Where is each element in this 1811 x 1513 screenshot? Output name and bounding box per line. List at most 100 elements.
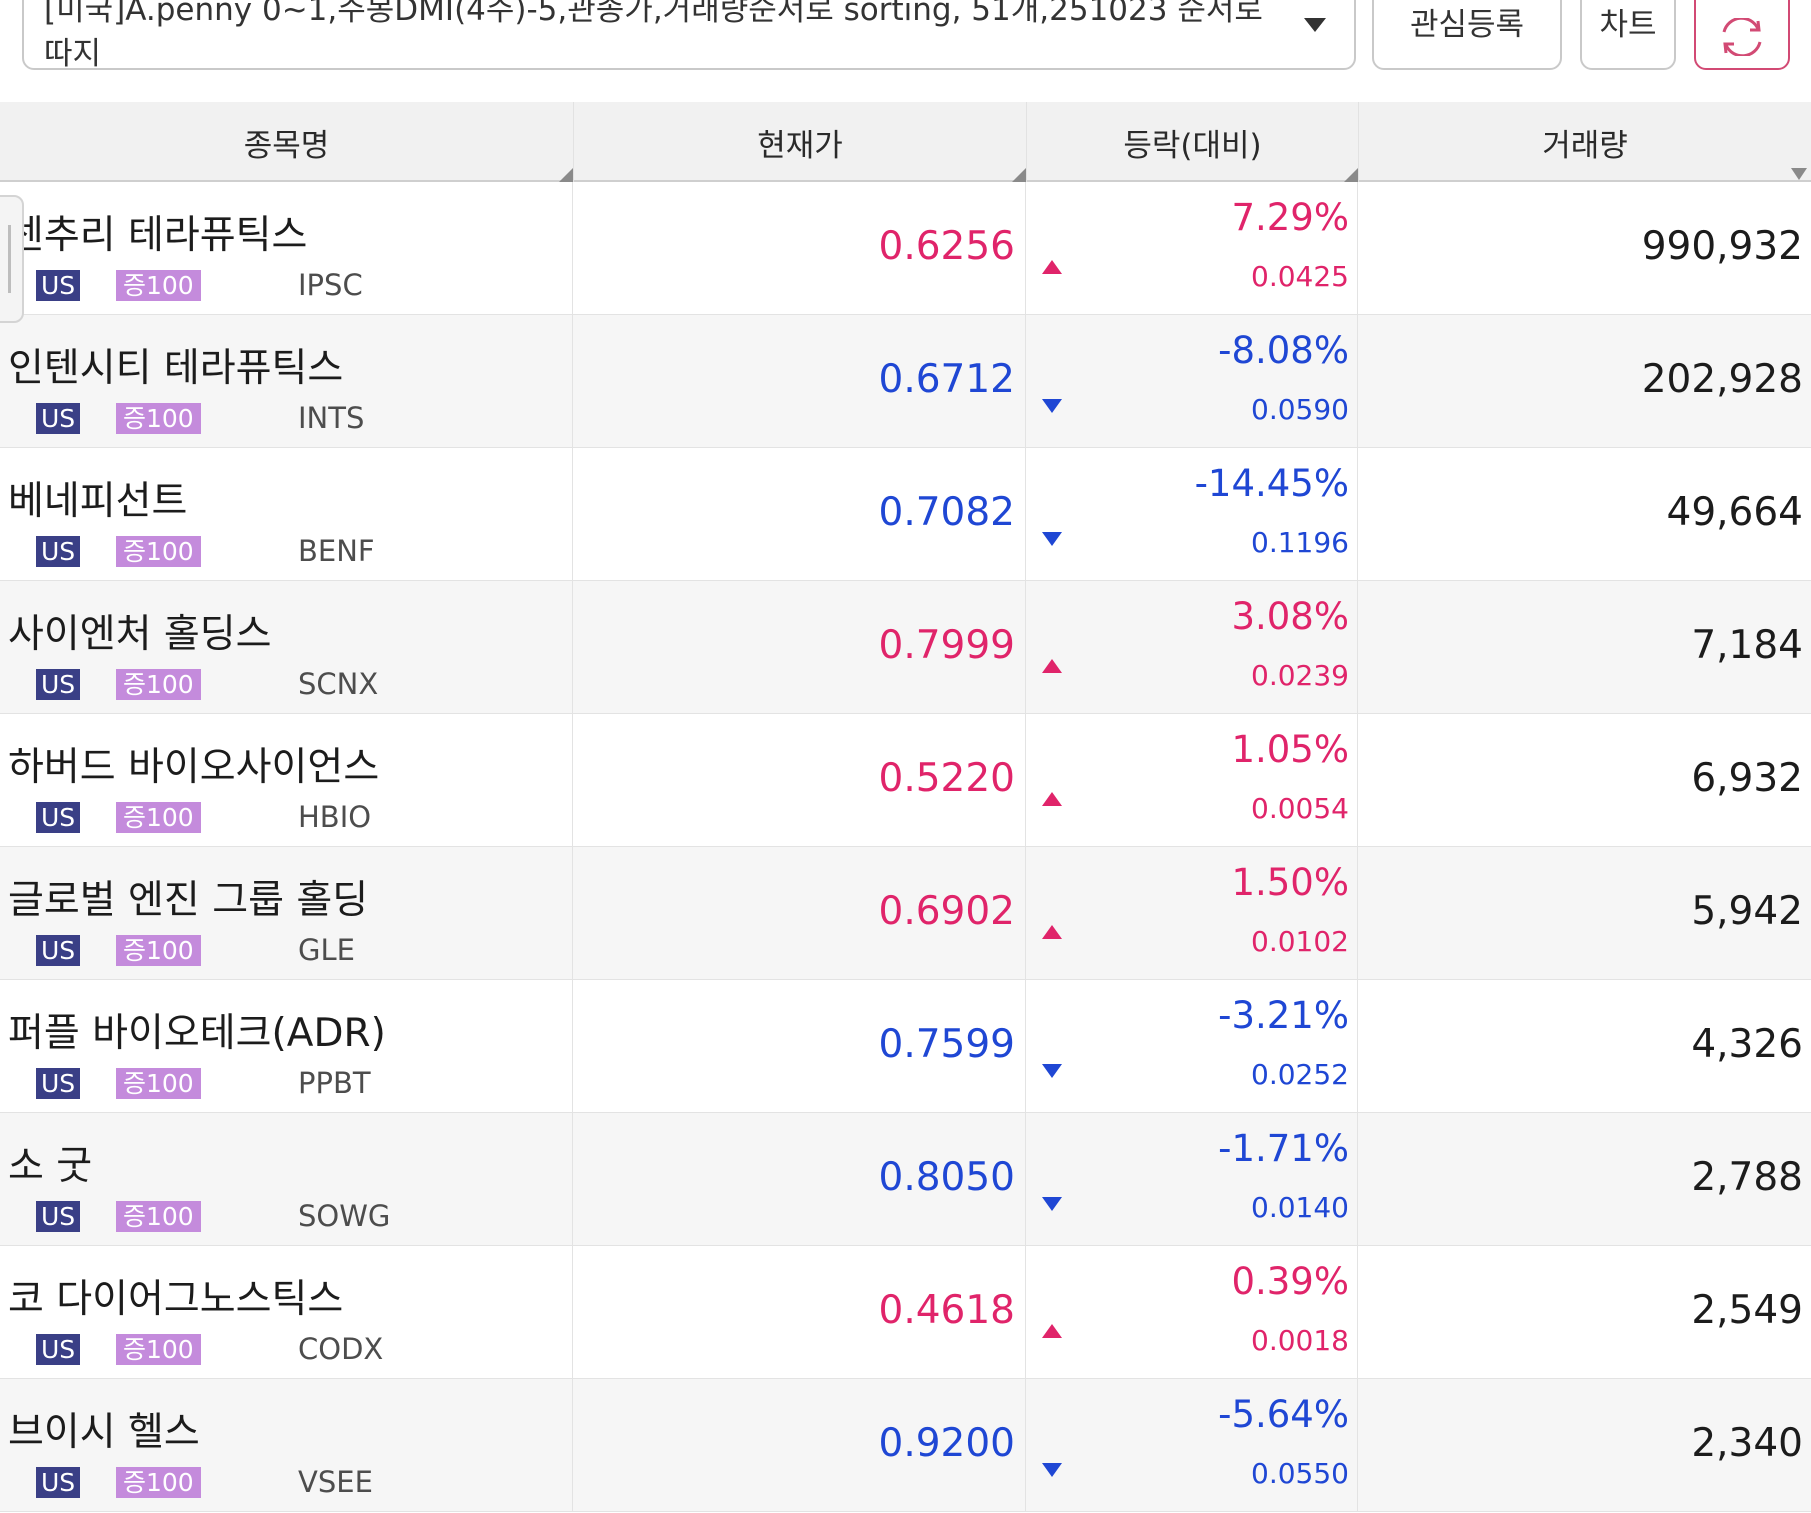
margin-badge: 증100 (116, 802, 201, 833)
triangle-down-icon (1042, 1064, 1062, 1078)
volume-cell: 6,932 (1358, 714, 1811, 847)
market-badge: US (36, 935, 81, 966)
sort-indicator-icon (1344, 168, 1358, 182)
volume-cell: 5,942 (1358, 847, 1811, 980)
change-amount: 0.1196 (1251, 526, 1349, 559)
stock-name: 퍼플 바이오테크(ADR) (8, 1011, 386, 1056)
table-row[interactable]: 글로벌 엔진 그룹 홀딩 US 증100 GLE 0.6902 1.50% 0.… (0, 847, 1811, 980)
change-percent: -3.21% (1218, 994, 1349, 1037)
refresh-button[interactable] (1694, 0, 1790, 70)
ticker: GLE (298, 933, 355, 967)
price-cell: 0.7599 (573, 980, 1026, 1113)
volume: 7,184 (1691, 623, 1803, 668)
ticker: PPBT (298, 1066, 371, 1100)
price-cell: 0.7999 (573, 581, 1026, 714)
top-toolbar: [미국]A.penny 0~1,주봉DMI(4주)-5,관종가,거래량순서로 s… (0, 0, 1811, 100)
change-percent: -1.71% (1218, 1127, 1349, 1170)
table-row[interactable]: 소 굿 US 증100 SOWG 0.8050 -1.71% 0.0140 2,… (0, 1113, 1811, 1246)
triangle-down-icon (1042, 1197, 1062, 1211)
volume-cell: 2,788 (1358, 1113, 1811, 1246)
current-price: 0.7082 (878, 490, 1015, 535)
triangle-down-icon (1042, 399, 1062, 413)
watchlist-add-button[interactable]: 관심등록 (1372, 0, 1562, 70)
stock-name: 센추리 테라퓨틱스 (8, 213, 308, 258)
triangle-up-icon (1042, 1324, 1062, 1338)
chart-button[interactable]: 차트 (1580, 0, 1676, 70)
change-amount: 0.0425 (1251, 260, 1349, 293)
market-badge: US (36, 1467, 81, 1498)
change-amount: 0.0550 (1251, 1457, 1349, 1490)
market-badge: US (36, 1068, 81, 1099)
triangle-up-icon (1042, 792, 1062, 806)
triangle-up-icon (1042, 925, 1062, 939)
table-row[interactable]: 센추리 테라퓨틱스 US 증100 IPSC 0.6256 7.29% 0.04… (0, 182, 1811, 315)
current-price: 0.9200 (878, 1421, 1015, 1466)
change-cell: -1.71% 0.0140 (1026, 1113, 1358, 1246)
change-cell: 3.08% 0.0239 (1026, 581, 1358, 714)
table-row[interactable]: 코 다이어그노스틱스 US 증100 CODX 0.4618 0.39% 0.0… (0, 1246, 1811, 1379)
side-drawer-handle[interactable] (0, 195, 24, 323)
header-price[interactable]: 현재가 (573, 102, 1026, 182)
volume-cell: 49,664 (1358, 448, 1811, 581)
current-price: 0.7999 (878, 623, 1015, 668)
table-row[interactable]: 인텐시티 테라퓨틱스 US 증100 INTS 0.6712 -8.08% 0.… (0, 315, 1811, 448)
change-amount: 0.0590 (1251, 393, 1349, 426)
header-change-label: 등락(대비) (1123, 127, 1262, 164)
header-name-label: 종목명 (243, 127, 330, 164)
table-row[interactable]: 브이시 헬스 US 증100 VSEE 0.9200 -5.64% 0.0550… (0, 1379, 1811, 1512)
table-body: 센추리 테라퓨틱스 US 증100 IPSC 0.6256 7.29% 0.04… (0, 182, 1811, 1512)
header-change[interactable]: 등락(대비) (1026, 102, 1358, 182)
condition-text: [미국]A.penny 0~1,주봉DMI(4주)-5,관종가,거래량순서로 s… (44, 0, 1263, 70)
condition-select[interactable]: [미국]A.penny 0~1,주봉DMI(4주)-5,관종가,거래량순서로 s… (22, 0, 1356, 70)
price-cell: 0.9200 (573, 1379, 1026, 1512)
change-cell: -14.45% 0.1196 (1026, 448, 1358, 581)
ticker: SOWG (298, 1199, 391, 1233)
price-cell: 0.5220 (573, 714, 1026, 847)
margin-badge: 증100 (116, 669, 201, 700)
current-price: 0.8050 (878, 1155, 1015, 1200)
table-row[interactable]: 하버드 바이오사이언스 US 증100 HBIO 0.5220 1.05% 0.… (0, 714, 1811, 847)
stock-name-cell: 브이시 헬스 US 증100 VSEE (0, 1379, 573, 1512)
change-amount: 0.0252 (1251, 1058, 1349, 1091)
table-row[interactable]: 퍼플 바이오테크(ADR) US 증100 PPBT 0.7599 -3.21%… (0, 980, 1811, 1113)
table-row[interactable]: 사이엔처 홀딩스 US 증100 SCNX 0.7999 3.08% 0.023… (0, 581, 1811, 714)
current-price: 0.6256 (878, 224, 1015, 269)
market-badge: US (36, 802, 81, 833)
volume-cell: 7,184 (1358, 581, 1811, 714)
change-amount: 0.0054 (1251, 792, 1349, 825)
market-badge: US (36, 536, 81, 567)
table-header: 종목명 현재가 등락(대비) 거래량 (0, 102, 1811, 182)
ticker: CODX (298, 1332, 384, 1366)
margin-badge: 증100 (116, 1201, 201, 1232)
price-cell: 0.6256 (573, 182, 1026, 315)
header-name[interactable]: 종목명 (0, 102, 573, 182)
table-row[interactable]: 베네피선트 US 증100 BENF 0.7082 -14.45% 0.1196… (0, 448, 1811, 581)
volume-cell: 990,932 (1358, 182, 1811, 315)
change-percent: 1.50% (1231, 861, 1349, 904)
stock-name: 인텐시티 테라퓨틱스 (8, 346, 344, 391)
change-percent: -8.08% (1218, 329, 1349, 372)
header-volume[interactable]: 거래량 (1358, 102, 1811, 182)
margin-badge: 증100 (116, 403, 201, 434)
volume: 2,549 (1691, 1288, 1803, 1333)
volume-cell: 2,549 (1358, 1246, 1811, 1379)
current-price: 0.6902 (878, 889, 1015, 934)
change-amount: 0.0239 (1251, 659, 1349, 692)
volume-cell: 2,340 (1358, 1379, 1811, 1512)
current-price: 0.7599 (878, 1022, 1015, 1067)
stock-name: 베네피선트 (8, 479, 188, 524)
current-price: 0.4618 (878, 1288, 1015, 1333)
stock-name: 사이엔처 홀딩스 (8, 612, 272, 657)
stock-name-cell: 하버드 바이오사이언스 US 증100 HBIO (0, 714, 573, 847)
change-cell: -8.08% 0.0590 (1026, 315, 1358, 448)
margin-badge: 증100 (116, 270, 201, 301)
margin-badge: 증100 (116, 1467, 201, 1498)
ticker: IPSC (298, 268, 363, 302)
volume: 2,340 (1691, 1421, 1803, 1466)
market-badge: US (36, 1201, 81, 1232)
chevron-down-icon[interactable] (1304, 18, 1326, 32)
stock-name: 하버드 바이오사이언스 (8, 745, 380, 790)
market-badge: US (36, 1334, 81, 1365)
market-badge: US (36, 270, 81, 301)
